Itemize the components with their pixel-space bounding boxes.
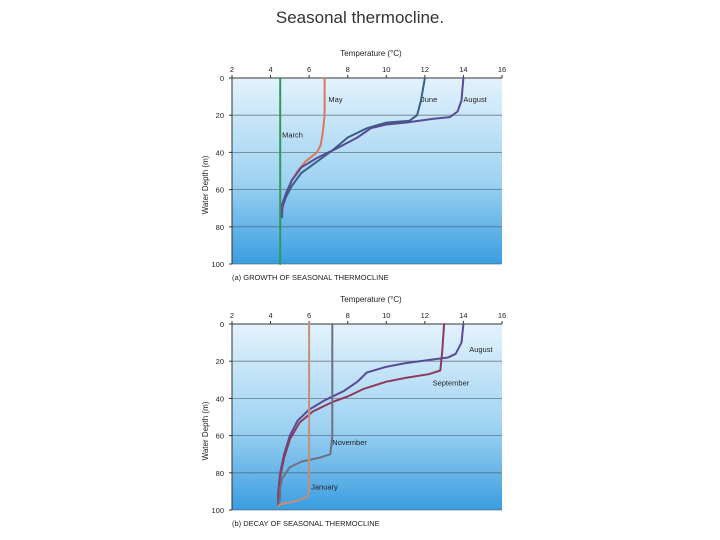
x-tick-label: 2 <box>230 311 234 320</box>
slide-title: Seasonal thermocline. <box>275 8 445 27</box>
x-tick-label: 4 <box>268 65 272 74</box>
series-label-march: March <box>282 131 303 140</box>
plot-background <box>232 324 502 510</box>
series-line-november <box>277 323 334 508</box>
plot-background <box>232 78 502 264</box>
x-tick-label: 14 <box>459 311 467 320</box>
chart-caption: (b) DECAY OF SEASONAL THERMOCLINE <box>232 519 380 528</box>
series-label-august: August <box>463 95 487 104</box>
series-line-june <box>281 77 426 219</box>
y-tick-label: 0 <box>220 74 224 83</box>
y-tick-label: 0 <box>220 320 224 329</box>
x-tick-label: 8 <box>346 311 350 320</box>
y-tick-label: 40 <box>216 394 224 403</box>
series-line-january <box>277 323 311 508</box>
x-tick-label: 16 <box>498 311 506 320</box>
x-tick-label: 14 <box>459 65 467 74</box>
x-tick-label: 10 <box>382 65 390 74</box>
x-tick-label: 6 <box>307 65 311 74</box>
y-tick-label: 80 <box>216 469 224 478</box>
series-label-september: September <box>433 378 470 387</box>
x-tick-label: 10 <box>382 311 390 320</box>
x-tick-label: 12 <box>421 311 429 320</box>
chart-caption: (a) GROWTH OF SEASONAL THERMOCLINE <box>232 273 389 282</box>
x-axis-title: Temperature (°C) <box>340 295 402 304</box>
x-tick-label: 12 <box>421 65 429 74</box>
x-tick-label: 2 <box>230 65 234 74</box>
chart-growth: 2 4 6 8 10 12 14 16 0 20 40 60 80 100 Temperature (°C)… <box>201 49 506 282</box>
series-label-november: November <box>332 438 367 447</box>
y-tick-label: 100 <box>211 506 224 515</box>
series-label-june: June <box>421 95 437 104</box>
x-tick-label: 4 <box>268 311 272 320</box>
y-tick-label: 60 <box>216 186 224 195</box>
y-tick-label: 20 <box>216 357 224 366</box>
x-tick-label: 6 <box>307 311 311 320</box>
y-tick-label: 40 <box>216 148 224 157</box>
series-label-january: January <box>311 483 338 492</box>
x-axis-title: Temperature (°C) <box>340 49 402 58</box>
y-axis-title: Water Depth (m) <box>201 155 210 214</box>
y-tick-label: 80 <box>216 223 224 232</box>
x-tick-label: 16 <box>498 65 506 74</box>
y-tick-label: 100 <box>211 260 224 269</box>
y-axis-title: Water Depth (m) <box>201 401 210 460</box>
y-tick-label: 60 <box>216 432 224 441</box>
series-label-may: May <box>328 95 342 104</box>
series-line-august <box>281 77 465 215</box>
y-tick-label: 20 <box>216 111 224 120</box>
x-tick-label: 8 <box>346 65 350 74</box>
chart-decay: 2 4 6 8 10 12 14 16 0 20 40 60 80 100 Temperature (°C)… <box>201 295 506 528</box>
series-line-september <box>277 323 446 508</box>
series-label-august: August <box>469 345 493 354</box>
